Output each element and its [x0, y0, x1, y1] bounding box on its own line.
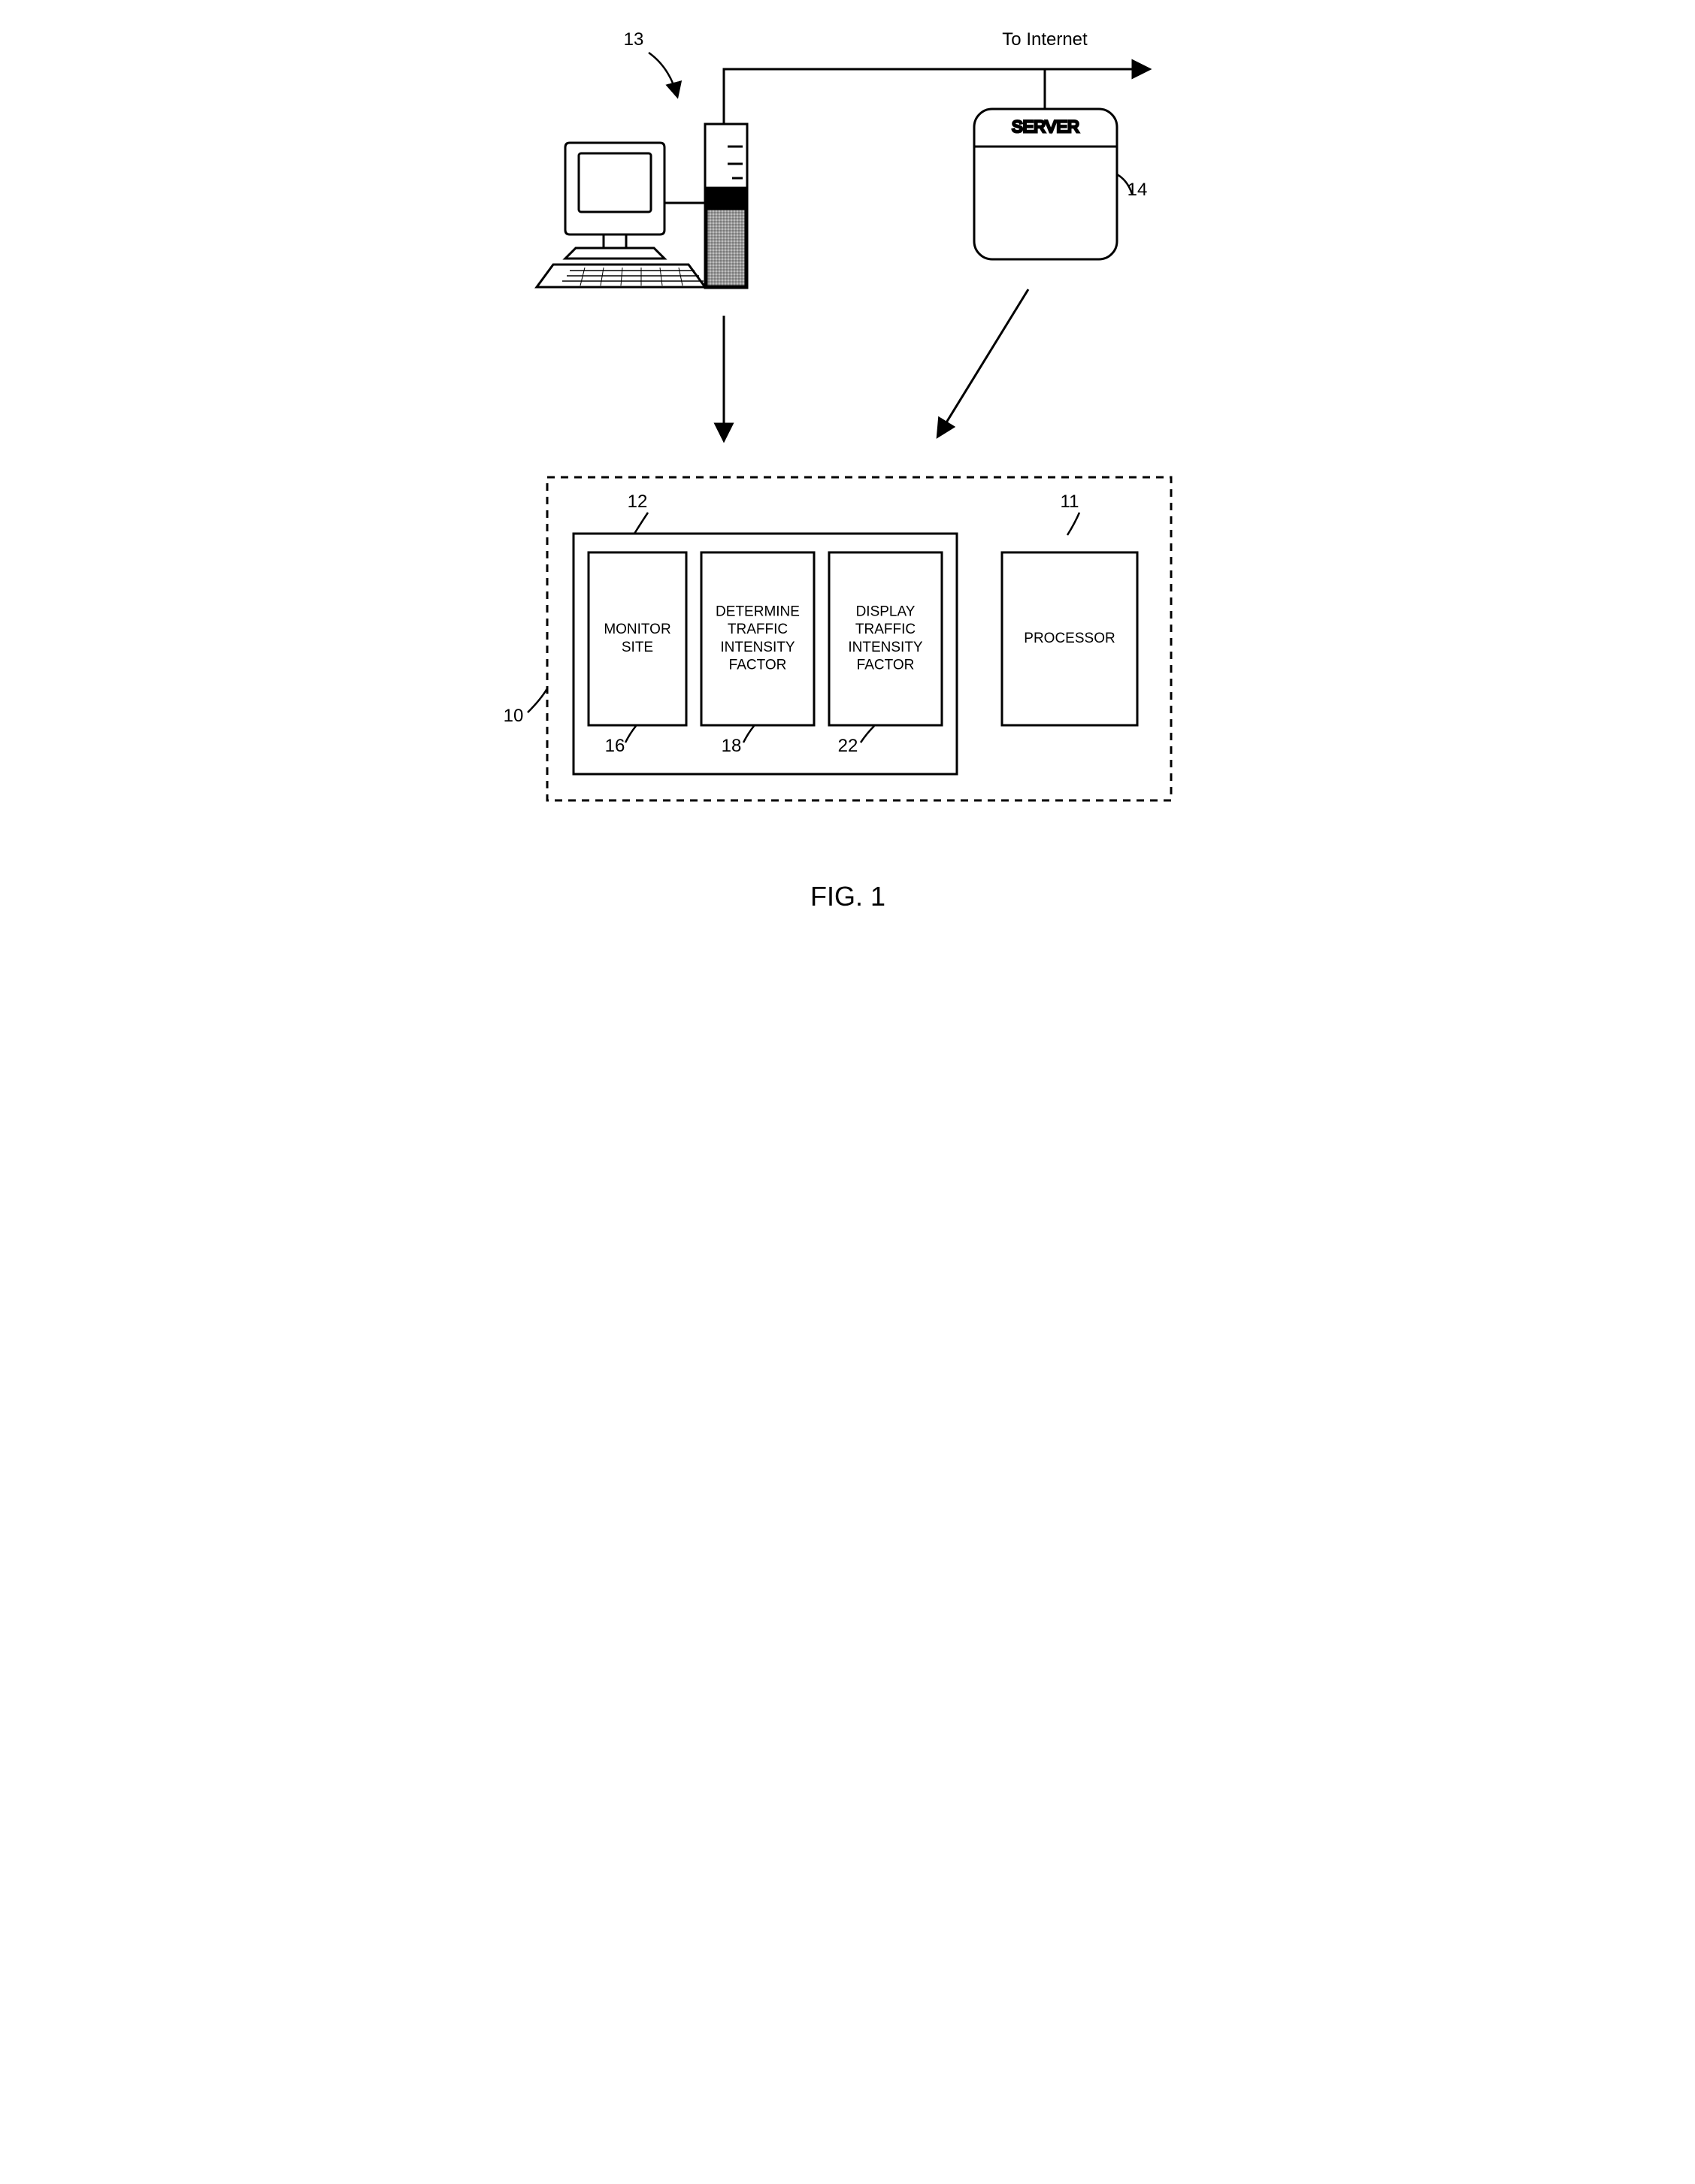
svg-text:16: 16: [604, 736, 625, 756]
svg-text:10: 10: [503, 706, 523, 726]
figure-caption: FIG. 1: [810, 881, 885, 912]
svg-text:INTENSITY: INTENSITY: [720, 640, 795, 655]
svg-text:SITE: SITE: [621, 640, 652, 655]
svg-text:FACTOR: FACTOR: [856, 658, 914, 673]
monitor-site-box: MONITOR SITE: [589, 552, 686, 725]
svg-text:DISPLAY: DISPLAY: [855, 603, 915, 619]
display-traffic-box: DISPLAY TRAFFIC INTENSITY FACTOR: [829, 552, 942, 725]
client-computer-icon: [537, 143, 705, 287]
svg-text:MONITOR: MONITOR: [604, 622, 670, 637]
svg-text:14: 14: [1127, 180, 1147, 200]
processor-box: PROCESSOR: [1002, 552, 1137, 725]
determine-traffic-box: DETERMINE TRAFFIC INTENSITY FACTOR: [701, 552, 814, 725]
svg-text:DETERMINE: DETERMINE: [716, 603, 800, 619]
server-icon: SERVER: [974, 109, 1117, 259]
svg-text:TRAFFIC: TRAFFIC: [727, 622, 787, 637]
svg-text:TRAFFIC: TRAFFIC: [855, 622, 915, 637]
svg-text:22: 22: [837, 736, 858, 756]
svg-text:13: 13: [623, 29, 643, 50]
svg-text:11: 11: [1060, 492, 1079, 512]
computer-tower-icon: [705, 124, 747, 288]
svg-text:SERVER: SERVER: [1011, 117, 1079, 136]
down-arrows: [724, 289, 1028, 440]
svg-text:FACTOR: FACTOR: [728, 658, 786, 673]
figure-canvas: To Internet: [487, 0, 1209, 932]
svg-text:PROCESSOR: PROCESSOR: [1024, 631, 1115, 646]
svg-text:INTENSITY: INTENSITY: [848, 640, 923, 655]
svg-text:12: 12: [627, 492, 647, 512]
svg-text:18: 18: [721, 736, 741, 756]
ref-13-leader: [649, 53, 677, 96]
to-internet-label: To Internet: [1002, 29, 1088, 50]
